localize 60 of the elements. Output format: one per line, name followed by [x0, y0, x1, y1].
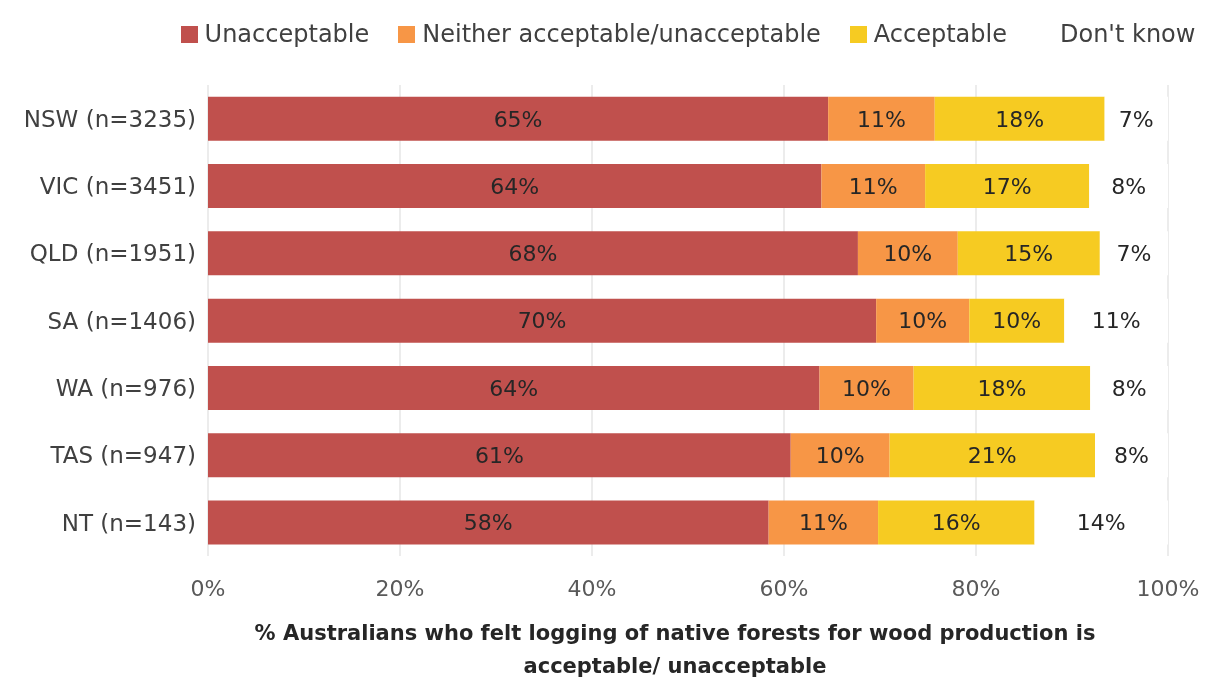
bar: [208, 298, 877, 343]
bar: [208, 433, 791, 478]
data-label: 64%: [489, 375, 539, 401]
y-tick-label: VIC (n=3451): [39, 173, 196, 200]
x-tick-label: 100%: [1136, 575, 1200, 601]
data-label: 8%: [1114, 443, 1149, 469]
data-label: 17%: [982, 173, 1032, 199]
data-label: 10%: [815, 443, 865, 469]
data-label: 15%: [1004, 241, 1054, 267]
x-axis-title: % Australians who felt logging of native forests for wood production is acceptable/ unacceptable: [253, 620, 1097, 680]
bar: [768, 500, 879, 545]
bar: [828, 96, 935, 141]
bar: [819, 365, 914, 410]
data-label: 7%: [1118, 106, 1154, 132]
x-tick-label: 20%: [375, 575, 425, 601]
bar: [821, 164, 926, 209]
legend-label: Neither acceptable/unacceptable: [422, 20, 821, 48]
bar: [208, 500, 769, 545]
bar: [208, 164, 822, 209]
data-label: 64%: [490, 173, 540, 199]
data-label: 16%: [931, 510, 981, 536]
bar: [790, 433, 890, 478]
data-label: 18%: [977, 375, 1027, 401]
data-label: 11%: [848, 173, 898, 199]
y-tick-label: TAS (n=947): [49, 442, 196, 469]
data-label: 18%: [995, 106, 1045, 132]
data-label: 10%: [842, 375, 892, 401]
y-tick-label: QLD (n=1951): [29, 240, 196, 267]
data-label: 8%: [1111, 375, 1147, 401]
data-label: 11%: [798, 510, 848, 536]
data-label: 58%: [463, 510, 513, 536]
y-tick-label: SA (n=1406): [47, 307, 196, 334]
data-label: 14%: [1076, 510, 1126, 536]
data-label: 7%: [1116, 241, 1152, 267]
data-label: 61%: [474, 443, 524, 469]
data-label: 11%: [1091, 308, 1141, 334]
legend-label: Acceptable: [873, 20, 1007, 48]
y-tick-label: NT (n=143): [61, 509, 196, 536]
data-label: 68%: [508, 241, 558, 267]
bar: [857, 231, 958, 276]
bar: [208, 231, 858, 276]
data-label: 8%: [1111, 173, 1147, 199]
x-tick-label: 0%: [190, 575, 226, 601]
text: Don't know: [1059, 20, 1196, 48]
legend-label: Unacceptable: [204, 20, 370, 48]
bar: [208, 365, 820, 410]
bar: [208, 96, 829, 141]
data-label: 10%: [883, 241, 933, 267]
y-tick-label: WA (n=976): [55, 374, 196, 401]
x-tick-label: 80%: [951, 575, 1001, 601]
x-tick-label: 40%: [567, 575, 617, 601]
y-tick-label: NSW (n=3235): [23, 105, 196, 132]
data-label: 70%: [517, 308, 567, 334]
x-tick-label: 60%: [759, 575, 809, 601]
data-label: 21%: [967, 443, 1017, 469]
data-label: 10%: [992, 308, 1042, 334]
data-label: 65%: [493, 106, 543, 132]
data-label: 11%: [856, 106, 906, 132]
bar: [876, 298, 970, 343]
data-label: 10%: [898, 308, 948, 334]
